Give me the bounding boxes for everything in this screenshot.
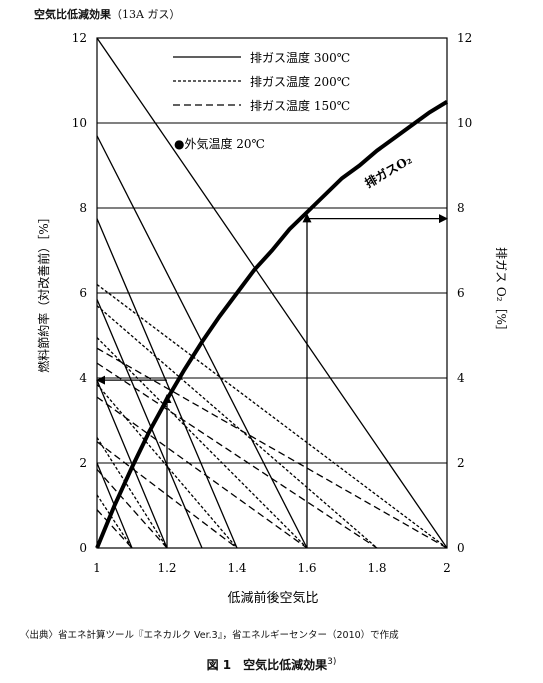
series-line-dashed-5 xyxy=(96,362,378,549)
series-line-dotted-5 xyxy=(96,305,378,549)
y-tick-label: 2 xyxy=(79,456,87,470)
x-tick-label: 1 xyxy=(93,561,101,575)
y2-tick-label: 0 xyxy=(457,541,465,555)
series-line-solid-4 xyxy=(96,218,238,549)
guide-arrows xyxy=(96,213,448,548)
figure-caption: 図 1 空気比低減効果3) xyxy=(0,656,543,673)
series-line-dashed-1 xyxy=(96,509,133,549)
y2-tick-label: 2 xyxy=(457,456,465,470)
outdoor-temperature-note: ●外気温度 20℃ xyxy=(174,136,265,151)
y2-tick-label: 6 xyxy=(457,286,465,300)
series-line-dashed-4 xyxy=(96,396,308,549)
series-line-solid-3 xyxy=(96,299,203,549)
y-tick-label: 0 xyxy=(79,541,87,555)
series-line-dashed-2 xyxy=(96,468,168,549)
series-line-dashed-6 xyxy=(96,347,448,549)
chart-title-main: 空気比低減効果 xyxy=(34,8,111,21)
series-line-dotted-4 xyxy=(96,337,308,549)
y-tick-label: 10 xyxy=(72,116,87,130)
y-tick-label: 6 xyxy=(79,286,87,300)
legend: 排ガス温度 300℃ 排ガス温度 200℃ 排ガス温度 150℃ xyxy=(173,50,350,113)
series-line-dotted-6 xyxy=(96,283,448,549)
x-tick-label: 1.2 xyxy=(157,561,176,575)
y-tick-label: 12 xyxy=(72,31,87,45)
chart-title-sub: （13A ガス） xyxy=(111,8,181,21)
plot-frame xyxy=(96,37,448,549)
source-note: 〈出典〉省エネ計算ツール『エネカルク Ver.3』，省エネルギーセンター（201… xyxy=(20,630,399,641)
x-tick-label: 1.8 xyxy=(367,561,386,575)
x-tick-label: 1.6 xyxy=(297,561,316,575)
series-line-solid-6 xyxy=(96,37,448,549)
legend-label-dotted: 排ガス温度 200℃ xyxy=(250,74,350,89)
figure-caption-ref: 3) xyxy=(327,657,337,667)
legend-label-solid: 排ガス温度 300℃ xyxy=(250,50,350,65)
o2-curve-layer xyxy=(95,100,449,549)
y2-tick-label: 12 xyxy=(457,31,472,45)
y2-tick-label: 4 xyxy=(457,371,465,385)
y-axis-label: 燃料節約率（対改善前）［%］ xyxy=(36,211,51,372)
y2-tick-label: 10 xyxy=(457,116,472,130)
x-tick-label: 1.4 xyxy=(227,561,246,575)
y2-tick-label: 8 xyxy=(457,201,465,215)
y2-axis-label: 排ガス O₂［%］ xyxy=(494,247,508,337)
y-tick-label: 4 xyxy=(79,371,87,385)
plot-border xyxy=(96,37,448,549)
x-axis-label: 低減前後空気比 xyxy=(227,590,318,606)
figure-caption-label: 図 1 空気比低減効果 xyxy=(206,658,328,672)
series-line-dotted-2 xyxy=(96,437,168,549)
series-line-dashed-3 xyxy=(96,441,238,549)
y-tick-label: 8 xyxy=(79,201,87,215)
o2-curve xyxy=(95,100,449,549)
chart-title: 空気比低減効果（13A ガス） xyxy=(34,6,180,22)
legend-label-dashed: 排ガス温度 150℃ xyxy=(250,98,350,113)
x-tick-label: 2 xyxy=(443,561,451,575)
series-line-dotted-1 xyxy=(96,494,133,549)
